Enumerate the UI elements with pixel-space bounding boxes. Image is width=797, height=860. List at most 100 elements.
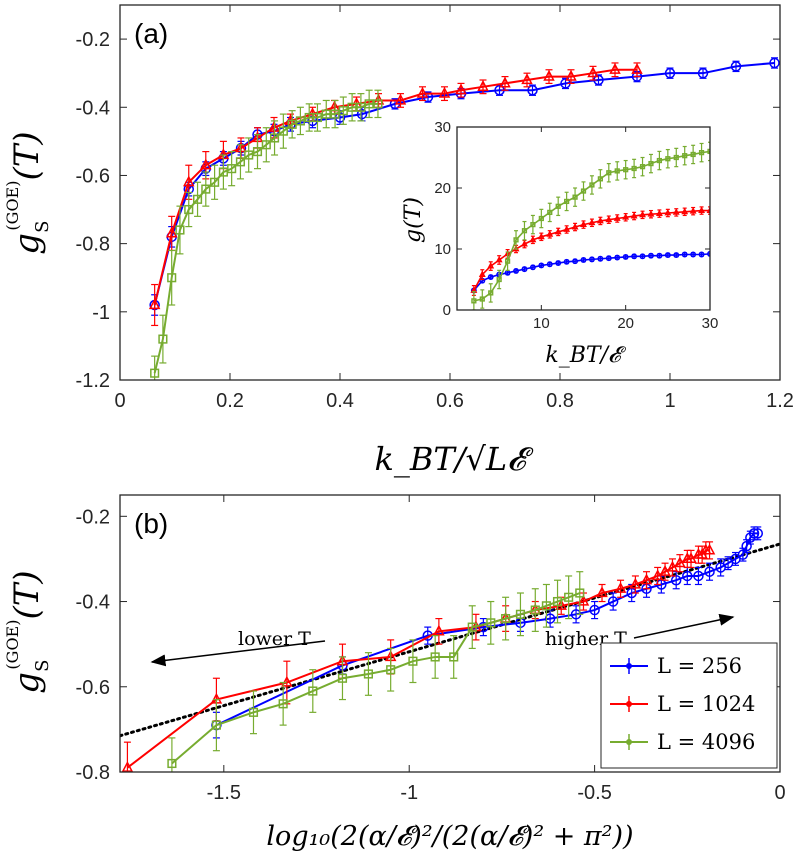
- data-point: [698, 206, 706, 213]
- x-tick-label: -1: [400, 782, 418, 804]
- legend: L = 256 L = 1024 L = 4096: [600, 642, 778, 769]
- series-l4096: [471, 141, 710, 310]
- x-axis-label: k_BT/√L𝓔: [374, 440, 534, 478]
- x-tick-label: 30: [702, 315, 719, 332]
- data-point: [597, 255, 604, 262]
- data-point: [121, 760, 134, 772]
- y-tick-label: 10: [434, 241, 451, 258]
- data-point: [563, 258, 570, 265]
- data-point: [486, 618, 496, 628]
- data-point: [527, 84, 538, 96]
- x-tick-label: 0.4: [326, 390, 354, 412]
- legend-marker: [626, 739, 632, 745]
- data-point: [347, 102, 357, 112]
- data-point: [614, 581, 627, 593]
- data-point: [639, 253, 646, 260]
- data-point: [521, 266, 528, 273]
- data-point: [552, 596, 563, 607]
- x-tick-label: 1.2: [766, 390, 794, 412]
- data-point: [394, 93, 407, 105]
- data-point: [648, 160, 654, 167]
- data-point: [681, 207, 689, 215]
- data-point: [614, 168, 620, 174]
- series-l4096: [150, 89, 383, 380]
- label-sub: S: [32, 221, 53, 233]
- inset-y-label: g(T): [401, 197, 426, 243]
- data-point: [158, 334, 168, 344]
- data-point: [609, 62, 621, 74]
- data-point: [630, 211, 638, 219]
- data-point: [577, 594, 590, 606]
- data-point: [605, 255, 612, 262]
- data-point: [606, 170, 612, 176]
- data-point: [252, 147, 263, 157]
- y-tick-label: -1.2: [76, 370, 110, 392]
- data-point: [769, 57, 780, 69]
- data-point: [588, 256, 595, 263]
- data-point: [235, 157, 246, 167]
- panel-label: (a): [134, 18, 168, 49]
- data-point: [580, 257, 587, 263]
- plot-area: [120, 526, 780, 772]
- data-point: [337, 673, 348, 683]
- data-point: [672, 208, 680, 215]
- y-tick-label: -0.2: [76, 29, 110, 51]
- data-point: [363, 669, 374, 679]
- data-point: [631, 253, 638, 260]
- legend-marker: [626, 701, 632, 707]
- y-tick-label: -0.6: [76, 677, 110, 699]
- data-point: [416, 86, 429, 98]
- data-point: [639, 210, 646, 218]
- x-tick-label: -0.5: [577, 782, 611, 804]
- data-point: [467, 622, 477, 632]
- data-point: [571, 222, 579, 230]
- label-sup: (GOE): [3, 181, 22, 231]
- data-point: [752, 528, 764, 539]
- data-point: [312, 112, 323, 123]
- y-tick-label: -0.4: [76, 592, 110, 614]
- y-tick-label: 30: [434, 119, 451, 136]
- y-axis-label: gS (GOE)(T): [3, 570, 53, 693]
- data-point: [321, 109, 331, 119]
- data-point: [430, 652, 440, 662]
- data-point: [356, 108, 368, 120]
- data-point: [564, 592, 574, 602]
- data-point: [521, 73, 533, 85]
- data-point: [513, 237, 519, 243]
- plot-background: [457, 127, 710, 310]
- data-point: [690, 251, 697, 258]
- y-tick-label: -0.2: [76, 506, 110, 528]
- data-point: [455, 83, 467, 95]
- data-point: [737, 549, 749, 560]
- data-point: [682, 153, 688, 159]
- data-point: [244, 150, 254, 160]
- data-point: [281, 675, 293, 687]
- data-point: [706, 206, 710, 213]
- label-g: g: [7, 233, 47, 255]
- data-point: [538, 215, 544, 222]
- data-point: [547, 209, 553, 216]
- data-point: [656, 252, 663, 259]
- data-point: [501, 614, 511, 624]
- data-point: [670, 574, 682, 586]
- data-point: [572, 194, 578, 200]
- x-tick-label: -1.5: [207, 782, 241, 804]
- data-point: [478, 270, 486, 278]
- data-point: [565, 69, 577, 81]
- data-point: [622, 213, 630, 220]
- data-point: [515, 609, 526, 619]
- data-point: [488, 290, 494, 296]
- data-point: [544, 613, 556, 624]
- data-point: [438, 86, 451, 98]
- data-point: [614, 254, 621, 261]
- data-point: [529, 264, 536, 271]
- x-tick-label: 20: [617, 315, 634, 332]
- y-axis-label-text: gS (GOE)(T): [3, 131, 53, 254]
- data-point: [504, 258, 511, 264]
- y-tick-label: 20: [434, 180, 451, 197]
- data-point: [521, 239, 528, 247]
- data-point: [575, 588, 585, 598]
- data-point: [555, 203, 561, 209]
- data-point: [269, 133, 280, 143]
- data-point: [572, 258, 579, 265]
